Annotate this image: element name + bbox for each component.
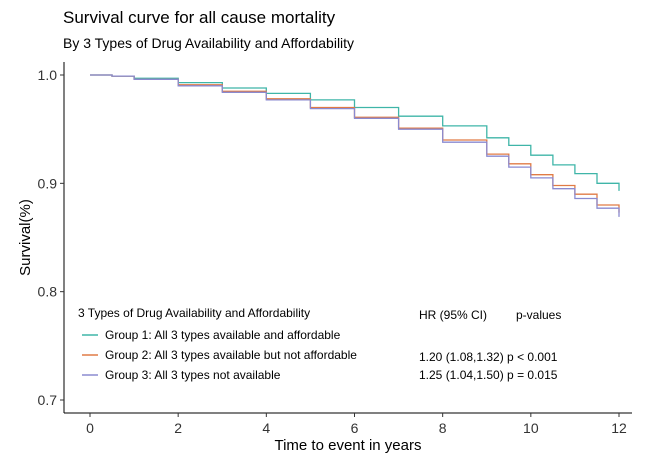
y-tick-label: 0.7 bbox=[38, 392, 58, 408]
series-line-group-2 bbox=[90, 74, 620, 213]
pvalue-header: p-values bbox=[516, 308, 561, 322]
legend-label-group-3: Group 3: All 3 types not available bbox=[105, 368, 281, 382]
x-axis-ticks: 0 2 4 6 8 10 12 bbox=[86, 413, 627, 436]
legend-label-group-1: Group 1: All 3 types available and affor… bbox=[105, 328, 341, 342]
x-tick-label: 4 bbox=[262, 420, 270, 436]
y-axis-title: Survival(%) bbox=[17, 199, 34, 276]
legend-items: Group 1: All 3 types available and affor… bbox=[82, 328, 357, 382]
hr-rows: 1.20 (1.08,1.32) p < 0.001 1.25 (1.04,1.5… bbox=[419, 350, 558, 382]
legend-label-group-2: Group 2: All 3 types available but not a… bbox=[105, 348, 357, 362]
hr-table: HR (95% CI) p-values 1.20 (1.08,1.32) p … bbox=[419, 308, 561, 382]
series-line-group-1 bbox=[90, 74, 620, 191]
x-tick-label: 12 bbox=[611, 420, 627, 436]
chart-title: Survival curve for all cause mortality bbox=[63, 8, 336, 27]
legend: 3 Types of Drug Availability and Afforda… bbox=[78, 306, 357, 382]
chart-subtitle: By 3 Types of Drug Availability and Affo… bbox=[63, 35, 355, 51]
series-line-group-3 bbox=[90, 74, 620, 217]
hr-header: HR (95% CI) bbox=[419, 308, 487, 322]
x-axis-title: Time to event in years bbox=[274, 437, 421, 453]
legend-title: 3 Types of Drug Availability and Afforda… bbox=[78, 306, 310, 320]
x-tick-label: 2 bbox=[174, 420, 182, 436]
series-lines bbox=[90, 74, 620, 217]
hr-row-1: 1.20 (1.08,1.32) p < 0.001 bbox=[419, 350, 558, 364]
y-tick-label: 0.9 bbox=[38, 175, 58, 191]
x-tick-label: 6 bbox=[351, 420, 359, 436]
y-tick-label: 0.8 bbox=[38, 284, 58, 300]
x-tick-label: 0 bbox=[86, 420, 94, 436]
y-axis-ticks: 0.7 0.8 0.9 1.0 bbox=[38, 67, 64, 408]
y-tick-label: 1.0 bbox=[38, 67, 58, 83]
x-tick-label: 10 bbox=[523, 420, 539, 436]
x-tick-label: 8 bbox=[439, 420, 447, 436]
hr-row-2: 1.25 (1.04,1.50) p = 0.015 bbox=[419, 368, 558, 382]
